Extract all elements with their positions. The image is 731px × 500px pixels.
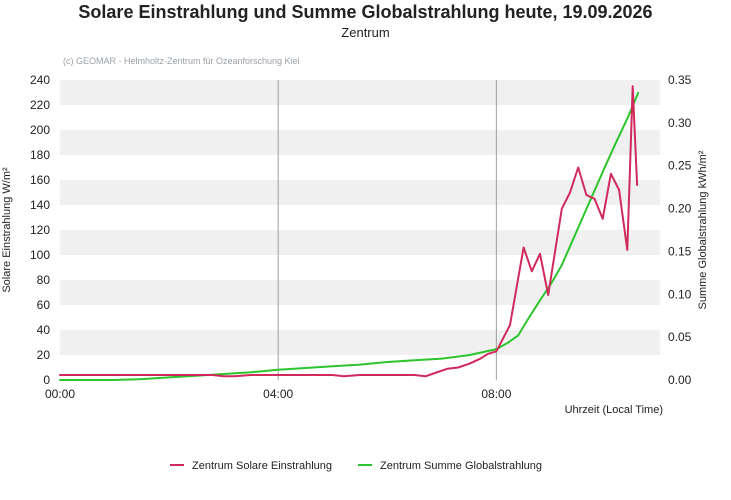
x-tick-label: 04:00 xyxy=(263,387,293,401)
y-right-tick-label: 0.10 xyxy=(668,287,692,301)
y-axis-right-title: Summe Globalstrahlung kWh/m² xyxy=(697,150,709,309)
credit-text: (c) GEOMAR - Helmholtz-Zentrum für Ozean… xyxy=(63,56,300,66)
y-right-tick-label: 0.30 xyxy=(668,116,692,130)
y-left-tick-label: 180 xyxy=(30,148,50,162)
grid-band xyxy=(60,180,660,205)
grid-band xyxy=(60,305,660,330)
grid-band xyxy=(60,130,660,155)
chart-subtitle: Zentrum xyxy=(341,25,390,40)
legend-label-einstrahlung: Zentrum Solare Einstrahlung xyxy=(192,460,332,472)
y-left-tick-label: 220 xyxy=(30,98,50,112)
y-right-tick-label: 0.05 xyxy=(668,330,692,344)
y-left-tick-label: 240 xyxy=(30,73,50,87)
x-axis: 00:00 04:00 08:00 xyxy=(45,387,512,401)
y-right-tick-label: 0.25 xyxy=(668,159,692,173)
series-lines xyxy=(59,85,640,381)
y-axis-left: 0 20 40 60 80 100 120 140 160 180 200 220 240 xyxy=(30,73,50,387)
grid-band xyxy=(60,280,660,305)
y-left-tick-label: 0 xyxy=(43,373,50,387)
y-left-tick-label: 60 xyxy=(37,298,51,312)
grid-band xyxy=(60,255,660,280)
legend: Zentrum Solare Einstrahlung Zentrum Summ… xyxy=(170,460,542,472)
y-left-tick-label: 200 xyxy=(30,123,50,137)
y-right-tick-label: 0.35 xyxy=(668,73,692,87)
y-right-tick-label: 0.15 xyxy=(668,244,692,258)
y-left-tick-label: 100 xyxy=(30,248,50,262)
x-tick-label: 08:00 xyxy=(481,387,511,401)
y-left-tick-label: 40 xyxy=(37,323,51,337)
series-line-einstrahlung xyxy=(59,85,639,378)
y-left-tick-label: 80 xyxy=(37,273,51,287)
grid-band xyxy=(60,330,660,355)
y-axis-left-title: Solare Einstrahlung W/m² xyxy=(1,167,13,293)
y-left-tick-label: 160 xyxy=(30,173,50,187)
y-left-tick-label: 120 xyxy=(30,223,50,237)
grid-band xyxy=(60,80,660,105)
legend-label-globalstrahlung: Zentrum Summe Globalstrahlung xyxy=(380,460,542,472)
grid-band xyxy=(60,230,660,255)
y-right-tick-label: 0.20 xyxy=(668,202,692,216)
chart-title: Solare Einstrahlung und Summe Globalstra… xyxy=(78,2,653,22)
x-axis-title: Uhrzeit (Local Time) xyxy=(565,404,663,416)
vertical-grid xyxy=(277,80,497,380)
grid-band xyxy=(60,105,660,130)
y-left-tick-label: 140 xyxy=(30,198,50,212)
y-axis-right: 0.00 0.05 0.10 0.15 0.20 0.25 0.30 0.35 xyxy=(668,73,692,387)
grid-band xyxy=(60,205,660,230)
y-right-tick-label: 0.00 xyxy=(668,373,692,387)
grid-bands xyxy=(60,80,660,380)
grid-band xyxy=(60,355,660,380)
x-tick-label: 00:00 xyxy=(45,387,75,401)
y-left-tick-label: 20 xyxy=(37,348,51,362)
grid-band xyxy=(60,155,660,180)
